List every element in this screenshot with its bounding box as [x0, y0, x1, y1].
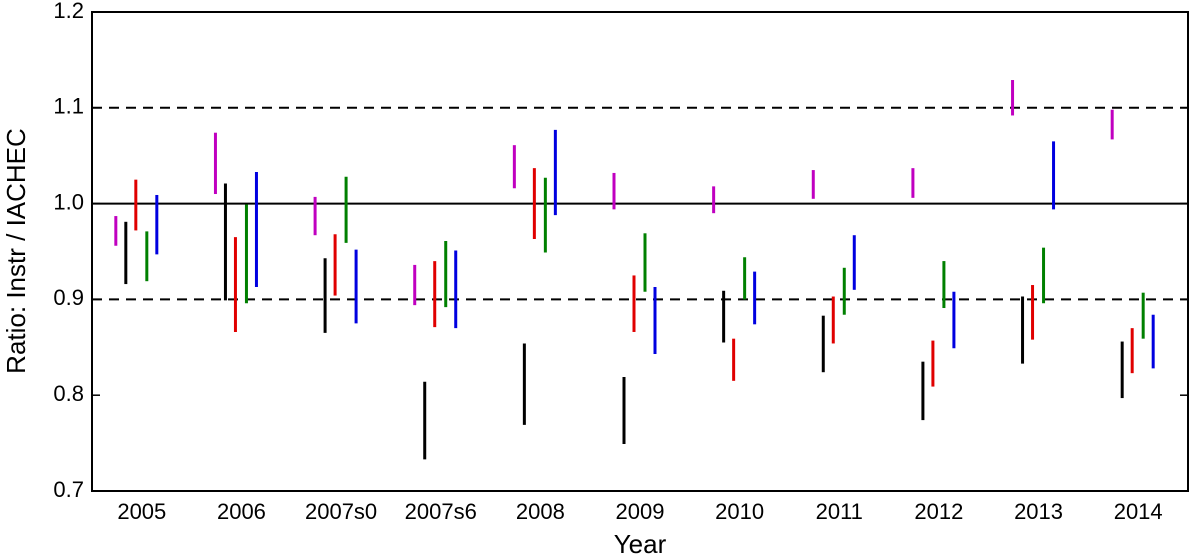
y-tick-label: 1.1 [53, 94, 84, 119]
y-tick-label: 0.7 [53, 477, 84, 502]
x-tick-label: 2011 [816, 499, 863, 524]
x-tick-label: 2007s0 [305, 499, 377, 524]
x-tick-label: 2006 [217, 499, 266, 524]
y-tick-label: 0.8 [53, 381, 84, 406]
y-tick-label: 1.2 [53, 0, 84, 23]
x-tick-label: 2012 [914, 499, 963, 524]
y-tick-label: 1.0 [53, 189, 84, 214]
plot-frame [91, 11, 1189, 492]
x-tick-label: 2014 [1114, 499, 1163, 524]
y-tick-label: 0.9 [53, 285, 84, 310]
y-axis-label: Ratio: Instr / IACHEC [1, 128, 31, 374]
x-tick-label: 2010 [715, 499, 764, 524]
x-tick-label: 2005 [117, 499, 166, 524]
x-tick-label: 2013 [1014, 499, 1063, 524]
x-tick-label: 2009 [616, 499, 665, 524]
x-axis-label: Year [614, 529, 667, 559]
x-tick-label: 2007s6 [405, 499, 477, 524]
x-tick-label: 2008 [516, 499, 565, 524]
